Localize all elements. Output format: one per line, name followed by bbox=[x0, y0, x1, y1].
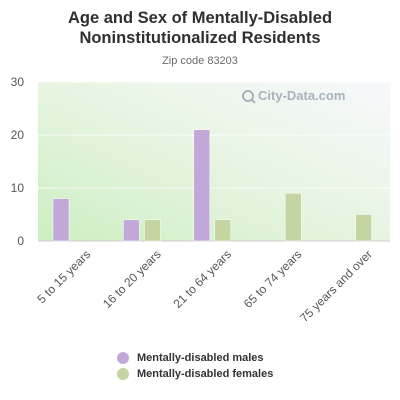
bar-females bbox=[214, 219, 232, 242]
x-tick-label: 21 to 64 years bbox=[170, 247, 234, 311]
legend-swatch-females bbox=[117, 368, 129, 380]
chart-title: Age and Sex of Mentally-Disabled Noninst… bbox=[0, 8, 400, 48]
x-tick-label: 65 to 74 years bbox=[241, 247, 305, 311]
bar-females bbox=[144, 219, 161, 242]
legend-swatch-males bbox=[117, 352, 129, 364]
legend-label-males: Mentally-disabled males bbox=[137, 352, 264, 364]
bar-females bbox=[355, 214, 372, 242]
legend-item-females: Mentally-disabled females bbox=[117, 366, 273, 382]
y-tick-label: 10 bbox=[11, 181, 25, 195]
magnifier-icon bbox=[242, 90, 256, 104]
x-tick-label: 75 years and over bbox=[297, 247, 375, 325]
watermark-text: City-Data.com bbox=[258, 88, 345, 103]
bar-males bbox=[52, 198, 70, 242]
watermark: City-Data.com bbox=[242, 88, 345, 104]
legend-item-males: Mentally-disabled males bbox=[117, 350, 273, 366]
y-tick-label: 30 bbox=[11, 75, 25, 89]
bar-males bbox=[193, 129, 211, 242]
x-tick-label: 5 to 15 years bbox=[34, 247, 93, 306]
chart-title-line2: Noninstitutionalized Residents bbox=[79, 29, 321, 47]
plot-background bbox=[38, 82, 390, 241]
legend: Mentally-disabled males Mentally-disable… bbox=[117, 350, 273, 382]
x-tick-label: 16 to 20 years bbox=[100, 247, 164, 311]
legend-label-females: Mentally-disabled females bbox=[137, 368, 274, 380]
bar-males bbox=[123, 219, 140, 242]
chart-title-line1: Age and Sex of Mentally-Disabled bbox=[67, 9, 333, 27]
y-tick-label: 0 bbox=[17, 234, 24, 248]
chart-subtitle: Zip code 83203 bbox=[162, 55, 238, 67]
bar-females bbox=[284, 193, 302, 242]
y-tick-label: 20 bbox=[11, 128, 25, 142]
bar-chart: 0 10 20 30 5 to 15 years 16 to 20 years 21 to… bbox=[11, 75, 390, 325]
